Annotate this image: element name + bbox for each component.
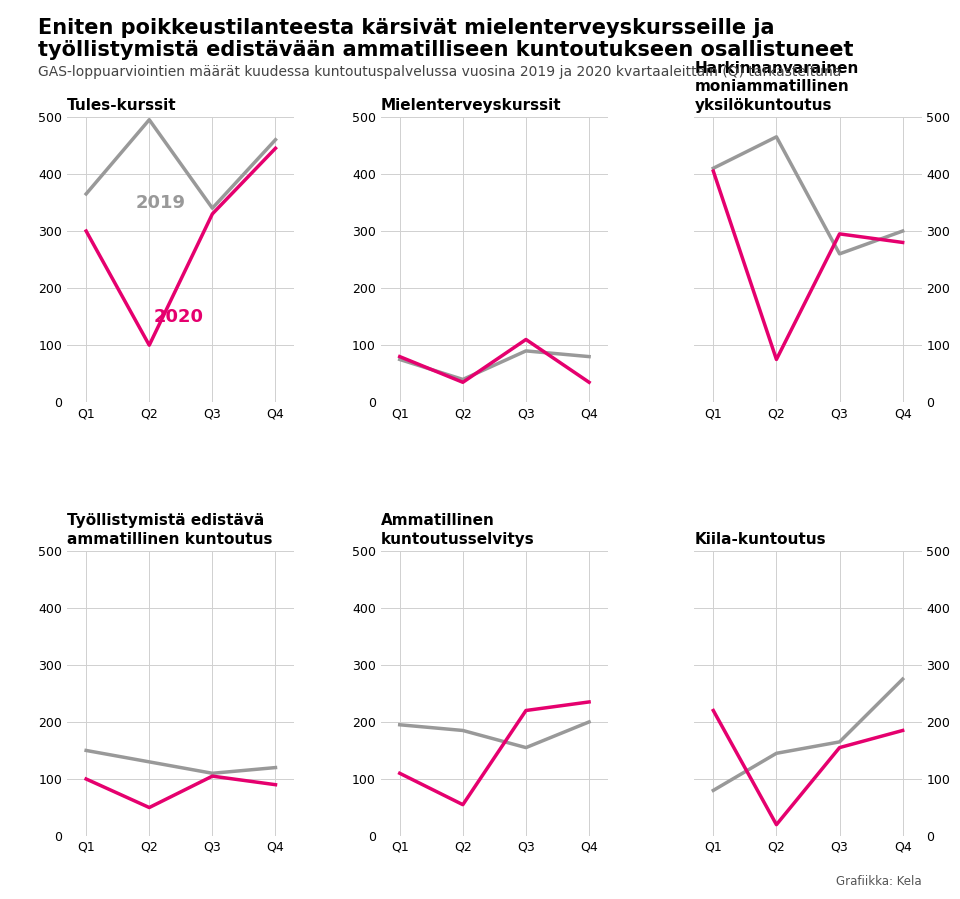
Text: 2020: 2020 <box>154 308 204 326</box>
Text: Työllistymistä edistävä
ammatillinen kuntoutus: Työllistymistä edistävä ammatillinen kun… <box>67 513 273 547</box>
Text: Grafiikka: Kela: Grafiikka: Kela <box>836 876 922 888</box>
Text: Ammatillinen
kuntoutusselvitys: Ammatillinen kuntoutusselvitys <box>381 513 535 547</box>
Text: Eniten poikkeustilanteesta kärsivät mielenterveyskursseille ja: Eniten poikkeustilanteesta kärsivät miel… <box>38 18 775 38</box>
Text: 2019: 2019 <box>135 194 185 212</box>
Text: Harkinnanvarainen
moniammatillinen
yksilökuntoutus: Harkinnanvarainen moniammatillinen yksil… <box>694 61 859 113</box>
Text: työllistymistä edistävään ammatilliseen kuntoutukseen osallistuneet: työllistymistä edistävään ammatilliseen … <box>38 40 853 59</box>
Text: Mielenterveyskurssit: Mielenterveyskurssit <box>381 98 562 113</box>
Text: Kiila-kuntoutus: Kiila-kuntoutus <box>694 531 826 547</box>
Text: Tules-kurssit: Tules-kurssit <box>67 98 177 113</box>
Text: GAS-loppuarviointien määrät kuudessa kuntoutuspalvelussa vuosina 2019 ja 2020 kv: GAS-loppuarviointien määrät kuudessa kun… <box>38 65 842 79</box>
